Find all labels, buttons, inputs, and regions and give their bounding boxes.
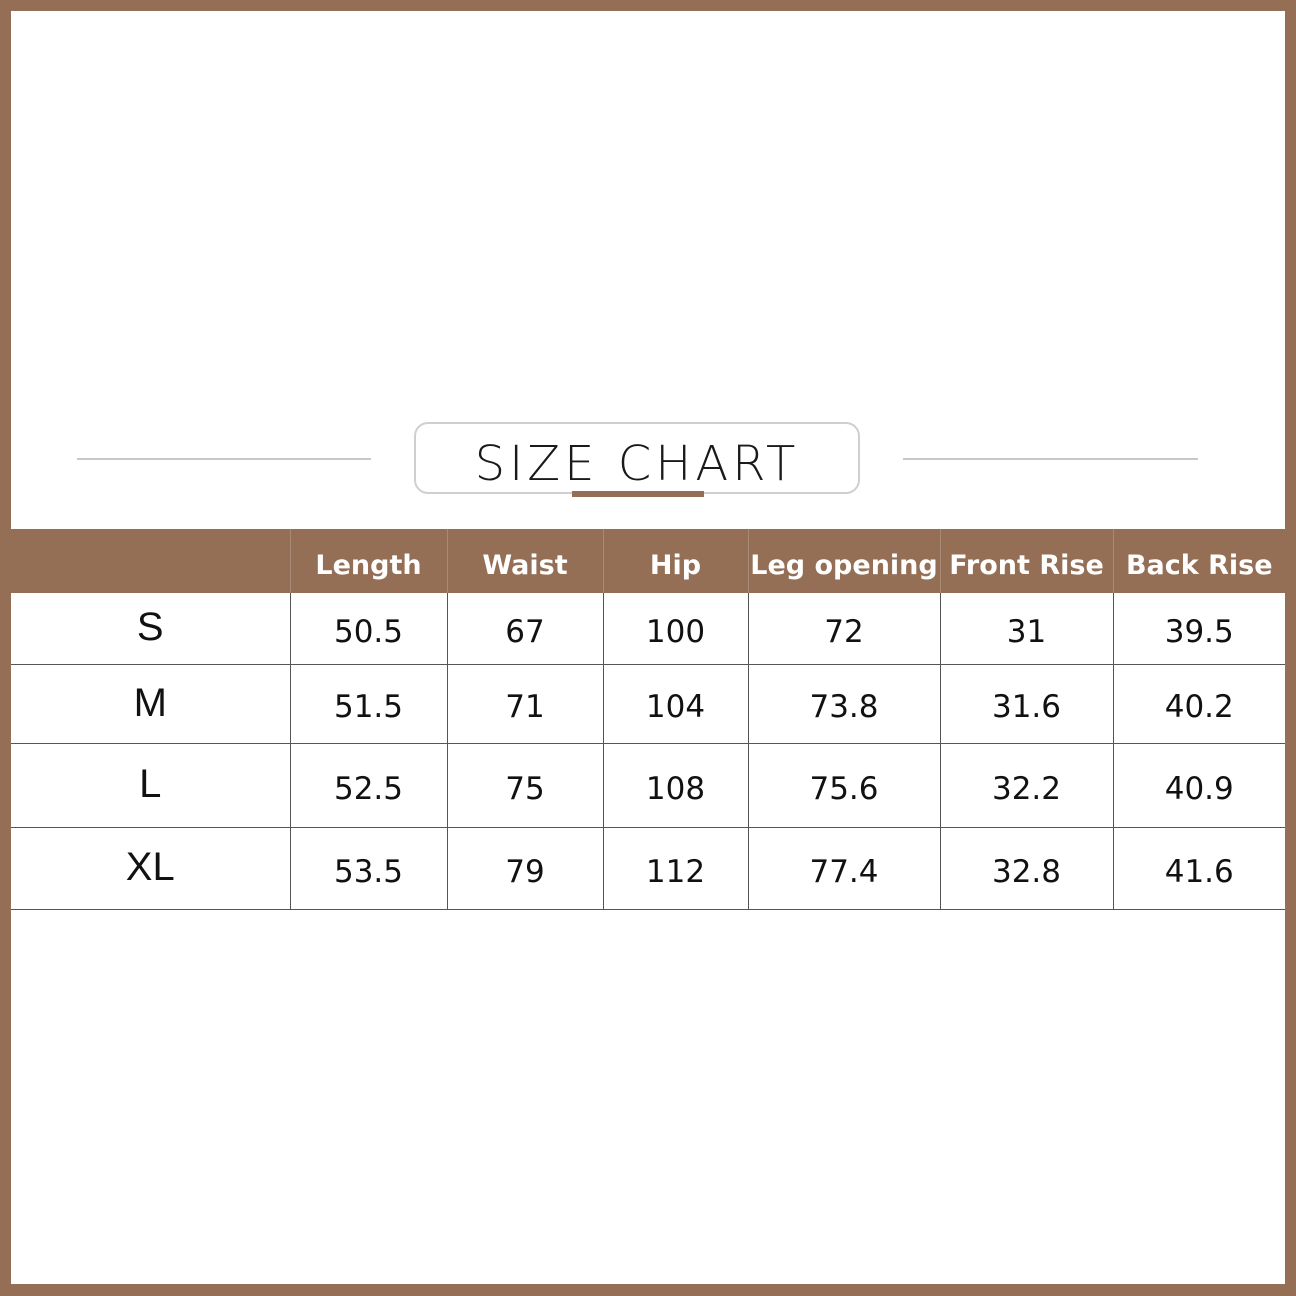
- table-cell: 31: [939, 593, 1114, 665]
- table-cell: 67: [446, 593, 604, 665]
- table-cell: 41.6: [1112, 827, 1285, 910]
- table-cell: 52.5: [289, 743, 448, 828]
- table-cell: 100: [602, 593, 749, 665]
- table-body: S 50.5 67 100 72 31 39.5 M 51.5 71 104 73.8 31.6 40.2…: [11, 593, 1285, 910]
- column-header: Length: [289, 529, 447, 593]
- table-cell: 72: [747, 593, 941, 665]
- table-cell: 31.6: [939, 664, 1114, 744]
- left-divider: [77, 458, 371, 460]
- table-cell: 77.4: [747, 827, 941, 910]
- column-header: Front Rise: [939, 529, 1113, 593]
- table-cell: 51.5: [289, 664, 448, 744]
- table-row: XL 53.5 79 112 77.4 32.8 41.6: [11, 827, 1285, 910]
- column-header: Waist: [446, 529, 603, 593]
- title-box: SIZE CHART: [414, 422, 860, 494]
- table-cell: 71: [446, 664, 604, 744]
- size-label: S: [11, 593, 291, 665]
- table-cell: 73.8: [747, 664, 941, 744]
- table-cell: 112: [602, 827, 749, 910]
- column-header: Hip: [602, 529, 748, 593]
- table-cell: 75.6: [747, 743, 941, 828]
- page-title: SIZE CHART: [474, 436, 800, 492]
- table-cell: 32.2: [939, 743, 1114, 828]
- table-cell: 108: [602, 743, 749, 828]
- column-header: [11, 529, 290, 593]
- header-row: Length Waist Hip Leg opening Front Rise Back …: [11, 529, 1285, 593]
- size-label: L: [11, 743, 291, 828]
- table-row: M 51.5 71 104 73.8 31.6 40.2: [11, 664, 1285, 744]
- table-cell: 32.8: [939, 827, 1114, 910]
- size-table: Length Waist Hip Leg opening Front Rise Back …: [11, 529, 1285, 910]
- table-cell: 40.2: [1112, 664, 1285, 744]
- table-row: L 52.5 75 108 75.6 32.2 40.9: [11, 743, 1285, 828]
- table-cell: 53.5: [289, 827, 448, 910]
- table-cell: 79: [446, 827, 604, 910]
- table-row: S 50.5 67 100 72 31 39.5: [11, 593, 1285, 665]
- table-cell: 75: [446, 743, 604, 828]
- column-header: Leg opening: [747, 529, 940, 593]
- table-cell: 39.5: [1112, 593, 1285, 665]
- title-underline: [572, 491, 704, 497]
- column-header: Back Rise: [1112, 529, 1285, 593]
- size-label: M: [11, 664, 291, 744]
- size-label: XL: [11, 827, 291, 910]
- right-divider: [903, 458, 1198, 460]
- table-cell: 104: [602, 664, 749, 744]
- table-cell: 40.9: [1112, 743, 1285, 828]
- table-cell: 50.5: [289, 593, 448, 665]
